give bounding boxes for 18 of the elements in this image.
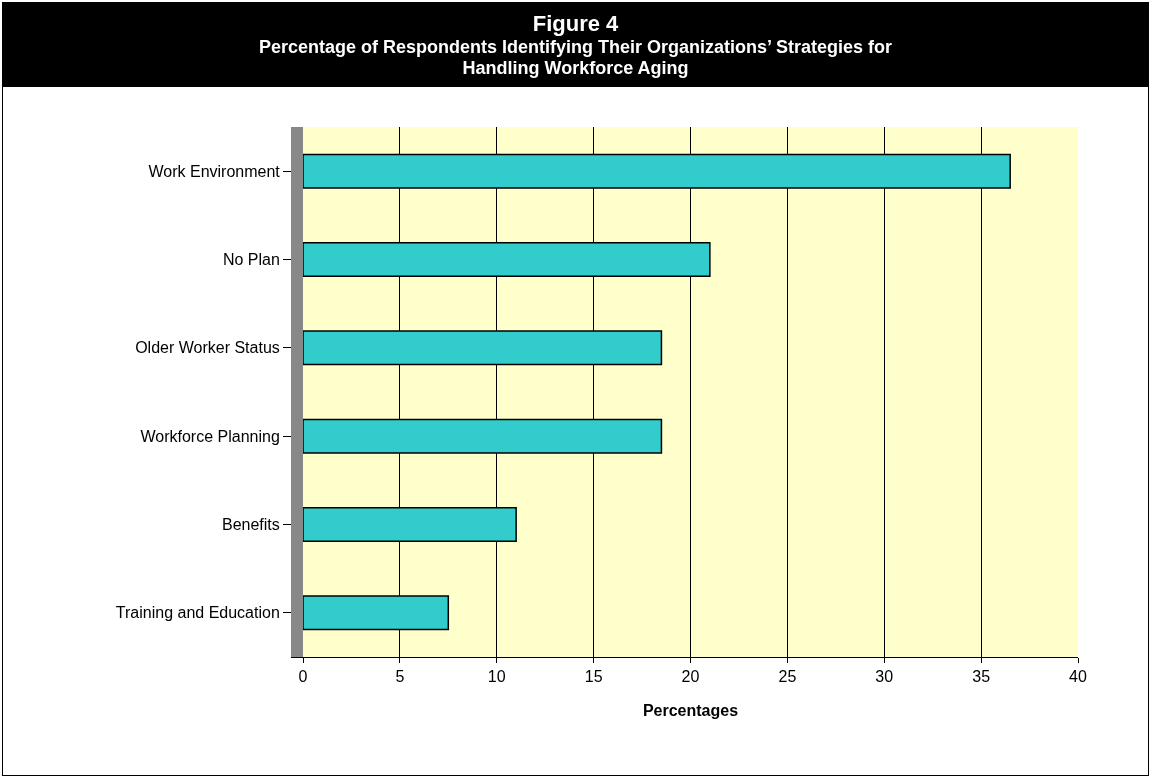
y-tick-label: Workforce Planning: [140, 427, 280, 445]
x-tick-label: 35: [972, 668, 991, 686]
y-tick-label: No Plan: [222, 251, 280, 269]
x-tick-label: 5: [395, 668, 405, 686]
y-tick-label: Training and Education: [115, 604, 280, 622]
x-tick-label: 40: [1069, 668, 1087, 686]
y-tick-label: Older Worker Status: [135, 339, 280, 357]
x-axis-title: Percentages: [642, 701, 739, 719]
y-tick-label: Benefits: [221, 516, 280, 534]
x-tick-label: 10: [487, 668, 506, 686]
x-tick-label: 30: [875, 668, 894, 686]
x-tick-label: 25: [778, 668, 797, 686]
x-tick-label: 0: [298, 668, 308, 686]
chart-title: Figure 4: [531, 11, 620, 37]
x-tick-label: 20: [681, 668, 700, 686]
chart-subtitle: Percentage of Respondents Identifying Their Organizations’ Strategies for Handling Workforce Aging: [257, 37, 894, 79]
x-tick-label: 15: [584, 668, 603, 686]
y-tick-label: Work Environment: [148, 162, 281, 180]
